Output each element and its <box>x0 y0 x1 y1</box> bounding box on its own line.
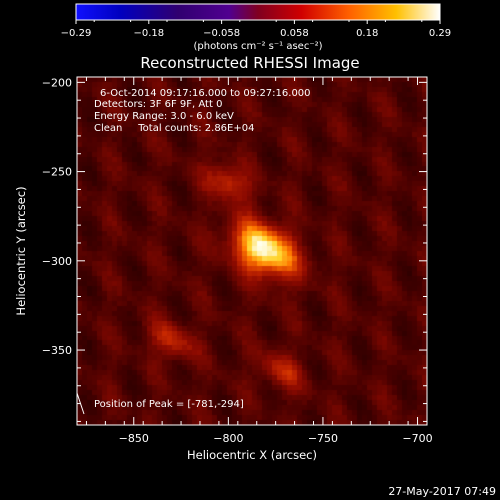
plot-area: −850 −800 −750 −700 −200 −250 −300 −350 <box>42 76 433 445</box>
heatmap-image <box>77 77 427 425</box>
x-tick-label: −850 <box>119 432 149 445</box>
plot-frame <box>76 76 428 426</box>
y-tick-label: −200 <box>42 76 72 89</box>
annotations: 6-Oct-2014 09:17:16.000 to 09:27:16.000 … <box>94 88 311 410</box>
peak-position-label: Position of Peak = [-781,-294] <box>94 399 244 410</box>
annotation-energy: Energy Range: 3.0 - 6.0 keV <box>94 111 234 122</box>
x-tick-label: −750 <box>308 432 338 445</box>
y-axis-label: Heliocentric Y (arcsec) <box>14 186 28 315</box>
x-axis-label: Heliocentric X (arcsec) <box>187 448 317 462</box>
colorbar: −0.29 −0.18 −0.058 0.058 0.18 0.29 (photons c… <box>61 3 451 52</box>
colorbar-units: (photons cm⁻² s⁻¹ asec⁻²) <box>193 41 322 52</box>
colorbar-tick-label: −0.058 <box>203 28 240 39</box>
annotation-time: 6-Oct-2014 09:17:16.000 to 09:27:16.000 <box>100 88 311 99</box>
colorbar-tick-label: 0.29 <box>429 28 451 39</box>
axis-ticks: −850 −800 −750 −700 −200 −250 −300 −350 <box>42 76 433 445</box>
colorbar-tick-label: −0.18 <box>133 28 164 39</box>
y-tick-label: −300 <box>42 255 72 268</box>
colorbar-gradient <box>75 3 441 21</box>
y-tick-label: −350 <box>42 344 72 357</box>
annotation-counts: Clean Total counts: 2.86E+04 <box>94 123 254 134</box>
y-tick-label: −250 <box>42 166 72 179</box>
annotation-detectors: Detectors: 3F 6F 9F, Att 0 <box>94 99 222 110</box>
colorbar-ticks: −0.29 −0.18 −0.058 0.058 0.18 0.29 <box>61 20 451 39</box>
x-tick-label: −700 <box>402 432 432 445</box>
chart-title: Reconstructed RHESSI Image <box>140 54 359 72</box>
colorbar-tick-label: 0.18 <box>356 28 378 39</box>
colorbar-tick-label: 0.058 <box>280 28 309 39</box>
x-tick-label: −800 <box>213 432 243 445</box>
footer-date: 27-May-2017 07:49 <box>388 485 496 498</box>
colorbar-tick-label: −0.29 <box>61 28 92 39</box>
